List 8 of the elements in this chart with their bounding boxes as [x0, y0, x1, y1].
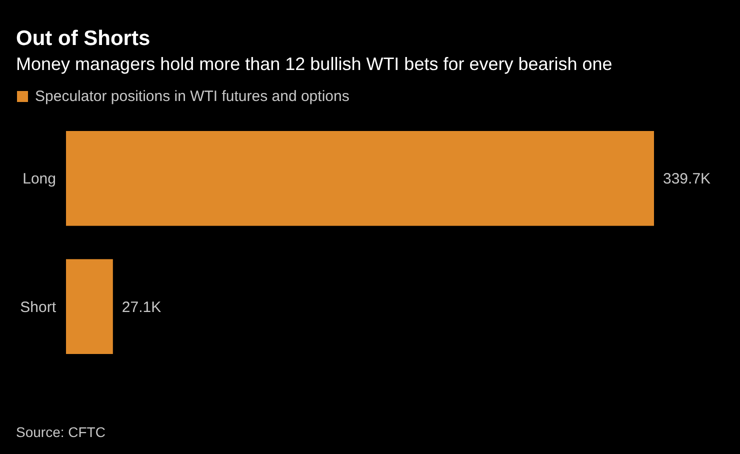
- source-note: Source: CFTC: [16, 424, 106, 440]
- chart-title: Out of Shorts: [16, 27, 150, 50]
- y-tick-label: Short: [20, 298, 57, 316]
- data-label: 339.7K: [663, 170, 711, 188]
- chart-subtitle: Money managers hold more than 12 bullish WTI bets for every bearish one: [16, 54, 612, 74]
- y-tick-label: Long: [22, 170, 56, 188]
- data-label: 27.1K: [122, 298, 162, 316]
- legend-label: Speculator positions in WTI futures and options: [35, 88, 350, 105]
